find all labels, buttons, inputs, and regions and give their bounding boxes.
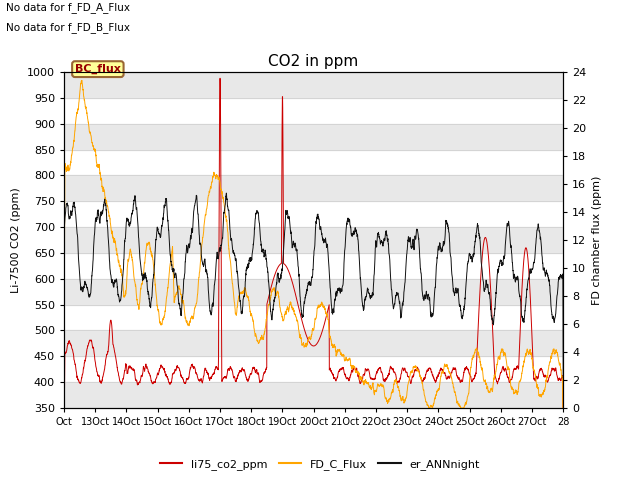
Text: No data for f_FD_A_Flux: No data for f_FD_A_Flux (6, 2, 131, 13)
Text: No data for f_FD_B_Flux: No data for f_FD_B_Flux (6, 22, 131, 33)
Bar (64, 382, 563, 408)
Text: BC_flux: BC_flux (75, 64, 121, 74)
Title: CO2 in ppm: CO2 in ppm (268, 54, 359, 70)
Bar (64, 227, 563, 253)
Legend: li75_co2_ppm, FD_C_Flux, er_ANNnight: li75_co2_ppm, FD_C_Flux, er_ANNnight (156, 455, 484, 474)
Bar (64, 124, 563, 150)
Bar (64, 175, 563, 201)
Bar (64, 72, 563, 98)
Bar (64, 330, 563, 356)
Y-axis label: FD chamber flux (ppm): FD chamber flux (ppm) (592, 175, 602, 305)
Y-axis label: Li-7500 CO2 (ppm): Li-7500 CO2 (ppm) (12, 187, 21, 293)
Bar (64, 279, 563, 305)
